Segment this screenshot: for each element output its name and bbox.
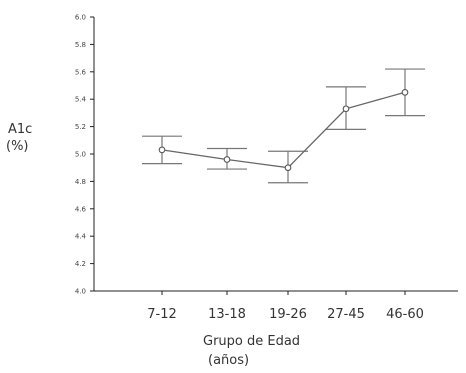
data-point (223, 156, 231, 163)
y-tick-label: 4.4 (75, 233, 87, 241)
data-point (158, 146, 166, 154)
x-axis-title-line2: (años) (208, 353, 249, 368)
y-tick-label: 4.0 (75, 288, 86, 296)
x-tick-label: 27-45 (327, 307, 365, 322)
axes (93, 17, 458, 292)
y-tick-label: 4.2 (75, 260, 86, 268)
x-tick-label: 13-18 (208, 307, 246, 322)
y-tick-label: 5.6 (75, 68, 87, 76)
series (158, 88, 409, 172)
y-tick-label: 5.0 (75, 151, 86, 159)
y-tick-label: 5.8 (75, 41, 86, 49)
x-tick-label: 19-26 (269, 307, 307, 322)
error-bars (142, 68, 425, 184)
series-line (161, 91, 406, 169)
x-tick-label: 7-12 (147, 307, 177, 322)
y-tick-label: 5.2 (75, 123, 86, 131)
y-tick-label: 5.4 (75, 96, 87, 104)
y-tick-label: 6.0 (75, 14, 86, 22)
y-axis-title-line2: (%) (6, 139, 29, 154)
x-tick-label: 46-60 (386, 307, 424, 322)
data-point (342, 105, 350, 113)
y-ticks: 4.0 4.2 4.4 4.6 4.8 5.0 5.2 5.4 5.6 5.8 6.0 (75, 14, 94, 296)
y-tick-label: 4.6 (75, 205, 87, 213)
y-axis-title-line1: A1c (8, 122, 32, 137)
data-point (284, 164, 292, 172)
data-point (401, 88, 409, 96)
x-axis-title-line1: Grupo de Edad (203, 334, 300, 349)
x-ticks: 7-12 13-18 19-26 27-45 46-60 (147, 291, 424, 322)
y-tick-label: 4.8 (75, 178, 86, 186)
